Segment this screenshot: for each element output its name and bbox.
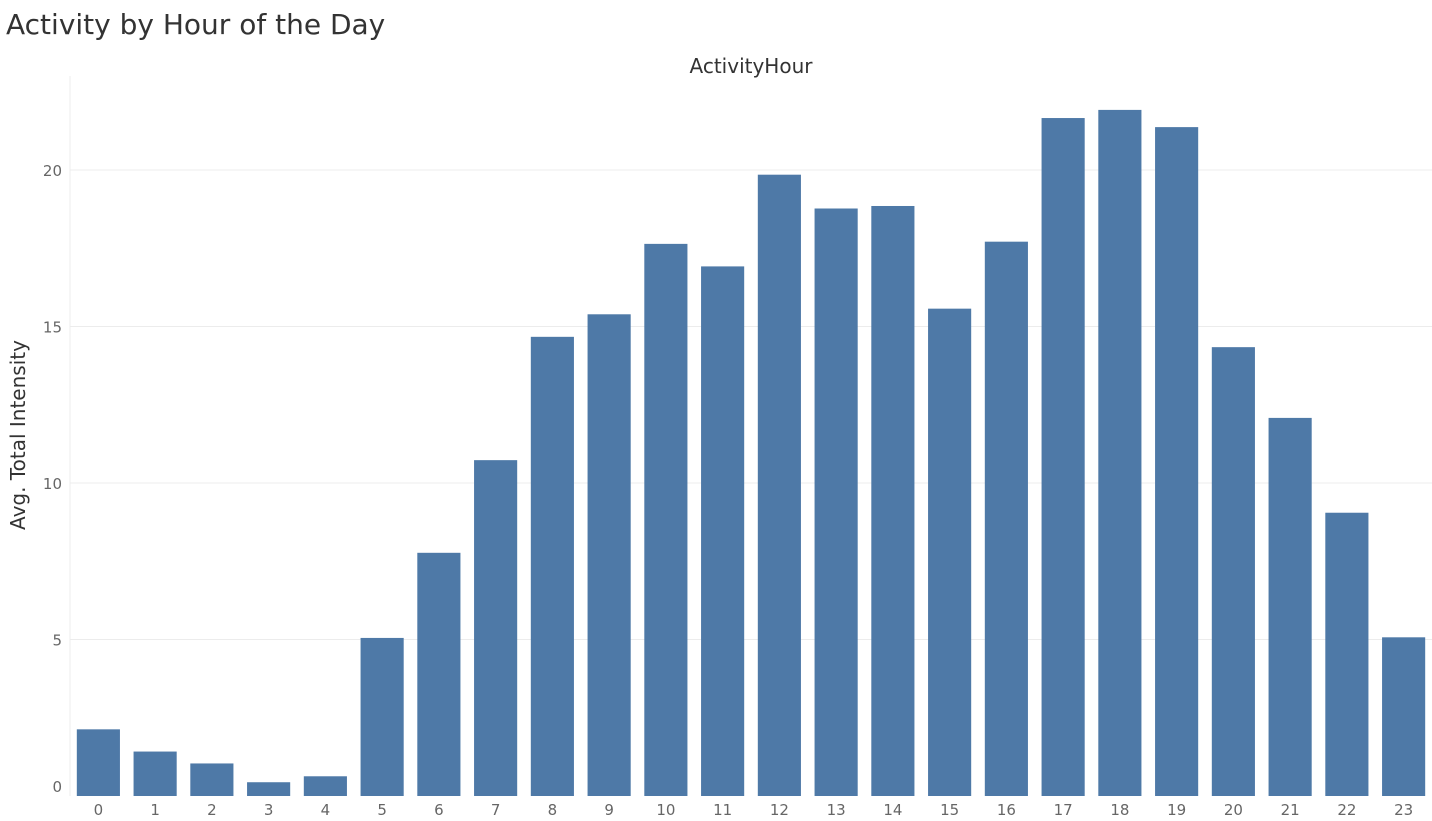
x-tick-label: 0 bbox=[94, 801, 104, 819]
bar-hour-15[interactable] bbox=[928, 308, 972, 796]
y-axis-ticks: 0 5 10 15 20 bbox=[43, 162, 62, 796]
bar-hour-7[interactable] bbox=[474, 460, 518, 796]
bar-hour-0[interactable] bbox=[76, 729, 120, 796]
y-tick-label: 5 bbox=[52, 632, 62, 650]
x-tick-label: 10 bbox=[656, 801, 675, 819]
x-tick-label: 5 bbox=[377, 801, 387, 819]
y-tick-label: 20 bbox=[43, 162, 62, 180]
bar-hour-5[interactable] bbox=[360, 637, 404, 796]
x-tick-label: 14 bbox=[883, 801, 902, 819]
x-tick-label: 15 bbox=[940, 801, 959, 819]
x-tick-label: 8 bbox=[548, 801, 558, 819]
x-tick-label: 1 bbox=[150, 801, 160, 819]
bar-hour-8[interactable] bbox=[530, 336, 574, 796]
x-tick-label: 7 bbox=[491, 801, 501, 819]
bar-hour-13[interactable] bbox=[814, 208, 858, 797]
x-tick-label: 18 bbox=[1110, 801, 1129, 819]
bars bbox=[76, 109, 1426, 797]
x-tick-label: 9 bbox=[604, 801, 614, 819]
bar-hour-14[interactable] bbox=[871, 205, 915, 797]
x-tick-label: 19 bbox=[1167, 801, 1186, 819]
x-tick-label: 6 bbox=[434, 801, 444, 819]
x-tick-label: 17 bbox=[1054, 801, 1073, 819]
x-tick-label: 16 bbox=[997, 801, 1016, 819]
bar-hour-11[interactable] bbox=[701, 266, 745, 796]
bar-hour-18[interactable] bbox=[1098, 109, 1142, 796]
bar-hour-17[interactable] bbox=[1041, 118, 1085, 797]
bar-hour-4[interactable] bbox=[303, 776, 347, 796]
x-tick-label: 13 bbox=[827, 801, 846, 819]
column-header: ActivityHour bbox=[689, 54, 813, 78]
gridlines bbox=[69, 76, 1432, 796]
bar-hour-19[interactable] bbox=[1155, 127, 1199, 797]
bar-hour-23[interactable] bbox=[1382, 637, 1426, 796]
y-tick-label: 0 bbox=[52, 778, 62, 796]
bar-hour-12[interactable] bbox=[757, 174, 801, 796]
bar-hour-2[interactable] bbox=[190, 763, 234, 796]
bar-hour-10[interactable] bbox=[644, 243, 688, 796]
y-tick-label: 15 bbox=[43, 319, 62, 337]
bar-hour-9[interactable] bbox=[587, 314, 631, 796]
bar-hour-3[interactable] bbox=[247, 782, 291, 796]
x-tick-label: 21 bbox=[1281, 801, 1300, 819]
x-tick-label: 22 bbox=[1337, 801, 1356, 819]
x-tick-label: 11 bbox=[713, 801, 732, 819]
x-tick-label: 23 bbox=[1394, 801, 1413, 819]
bar-hour-6[interactable] bbox=[417, 552, 461, 796]
bar-hour-20[interactable] bbox=[1211, 347, 1255, 796]
x-axis-ticks: 0 1 2 3 4 5 6 7 8 9 10 11 12 13 14 15 16 17 18 19 20 21 22 23 bbox=[94, 801, 1414, 819]
y-tick-label: 10 bbox=[43, 475, 62, 493]
bar-hour-21[interactable] bbox=[1268, 417, 1312, 796]
x-tick-label: 12 bbox=[770, 801, 789, 819]
x-tick-label: 4 bbox=[321, 801, 331, 819]
chart-title: Activity by Hour of the Day bbox=[6, 8, 386, 41]
bar-hour-22[interactable] bbox=[1325, 512, 1369, 796]
x-tick-label: 3 bbox=[264, 801, 274, 819]
bar-hour-1[interactable] bbox=[133, 751, 177, 796]
bar-hour-16[interactable] bbox=[984, 241, 1028, 796]
x-tick-label: 2 bbox=[207, 801, 217, 819]
x-tick-label: 20 bbox=[1224, 801, 1243, 819]
